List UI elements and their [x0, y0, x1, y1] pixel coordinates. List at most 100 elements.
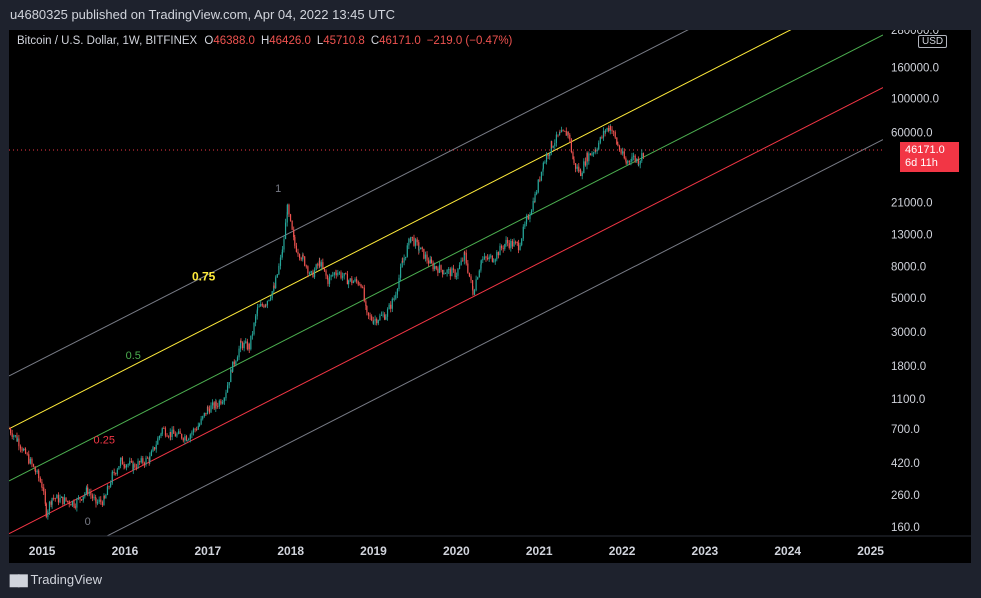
candle-body [307, 266, 309, 274]
candle-body [157, 438, 159, 445]
y-tick-label: 3000.0 [891, 327, 926, 339]
candle-body [177, 431, 180, 434]
chart-area[interactable]: 1 0.75 0.5 0.25 0 2015 2016 2017 2018 2019 2020 202… [9, 30, 971, 563]
candle-body [578, 166, 580, 172]
candle-body [54, 498, 56, 500]
candle-body [266, 300, 269, 306]
open-label: O [204, 35, 214, 47]
candle-body [367, 312, 370, 316]
candle-body [396, 289, 399, 295]
candle-body [443, 273, 445, 275]
y-tick-label: 700.0 [891, 424, 920, 436]
candle-body [444, 273, 447, 275]
candle-body [32, 464, 35, 467]
candle-body [185, 436, 188, 441]
candle-body [377, 320, 379, 324]
candle-body [467, 263, 469, 273]
candle-body [534, 193, 536, 202]
fib-level-label: 0.5 [126, 350, 141, 362]
candle-body [551, 141, 553, 148]
candle-body [140, 458, 142, 463]
candle-body [501, 245, 503, 249]
candle-body [516, 242, 518, 243]
candle-body [395, 294, 397, 299]
candle-body [53, 497, 55, 499]
candle-body [103, 495, 105, 499]
candle-body [497, 252, 500, 256]
candle-body [545, 154, 548, 162]
currency-badge[interactable]: USD [918, 35, 948, 48]
candle-body [11, 433, 13, 437]
tradingview-logo[interactable]: ▇▇ TradingView [10, 572, 102, 587]
price-chart[interactable]: 1 0.75 0.5 0.25 0 2015 2016 2017 2018 2019 2020 202… [9, 30, 971, 563]
candle-body [184, 436, 186, 441]
candle-body [384, 314, 386, 320]
candle-body [572, 152, 574, 160]
candle-body [113, 471, 115, 474]
candle-body [166, 435, 168, 437]
candle-body [369, 315, 371, 317]
candle-body [542, 162, 544, 169]
candle-body [642, 153, 644, 157]
candle-body [569, 134, 571, 140]
candle-body [228, 382, 230, 386]
y-tick-label: 13000.0 [891, 229, 933, 241]
candle-body [604, 130, 607, 133]
candle-body [401, 261, 403, 267]
brand-name: TradingView [30, 572, 103, 587]
candle-body [24, 449, 27, 454]
candle-body [198, 424, 201, 426]
candle-body [317, 264, 319, 266]
candle-body [260, 304, 262, 307]
candle-body [478, 270, 480, 278]
candle-body [158, 435, 160, 439]
candle-body [429, 259, 431, 264]
candle-body [243, 342, 245, 349]
candle-body [437, 268, 439, 273]
x-tick-label: 2020 [443, 544, 470, 558]
candle-body [491, 255, 493, 262]
candle-body [371, 316, 373, 321]
candle-body [472, 289, 474, 295]
candle-body [362, 287, 364, 288]
candle-body [111, 471, 114, 473]
x-tick-label: 2017 [194, 544, 221, 558]
candle-body [510, 240, 512, 248]
candle-body [420, 247, 422, 250]
candle-body [323, 267, 326, 271]
candle-body [365, 301, 367, 306]
close-value: 46171.0 [379, 35, 421, 47]
candle-body [115, 473, 117, 474]
candle-body [120, 457, 122, 460]
candle-body [465, 252, 467, 264]
candle-body [119, 459, 122, 467]
candle-body [181, 433, 183, 439]
candle-body [14, 435, 16, 437]
candle-body [21, 448, 23, 451]
candle-body [19, 446, 22, 449]
candle-body [599, 137, 601, 143]
candle-body [125, 464, 128, 468]
candle-body [39, 478, 41, 482]
candle-body [327, 275, 329, 280]
candle-body [210, 405, 212, 413]
candle-body [406, 245, 408, 257]
candle-body [23, 448, 25, 451]
candle-body [95, 497, 97, 499]
candle-body [413, 237, 415, 246]
candle-body [570, 139, 572, 153]
candle-body [401, 261, 404, 263]
candle-body [482, 259, 484, 261]
candle-body [335, 273, 337, 275]
candle-body [288, 204, 290, 215]
candle-body [352, 281, 355, 284]
candle-body [289, 214, 292, 221]
candle-body [403, 258, 405, 263]
fib-level-label: 1 [275, 183, 281, 195]
last-price-value: 46171.0 [905, 144, 945, 156]
candle-body [41, 487, 43, 489]
candle-body [547, 154, 549, 157]
candle-body [304, 256, 306, 266]
candle-body [76, 499, 78, 508]
y-tick-label: 1100.0 [891, 394, 925, 406]
